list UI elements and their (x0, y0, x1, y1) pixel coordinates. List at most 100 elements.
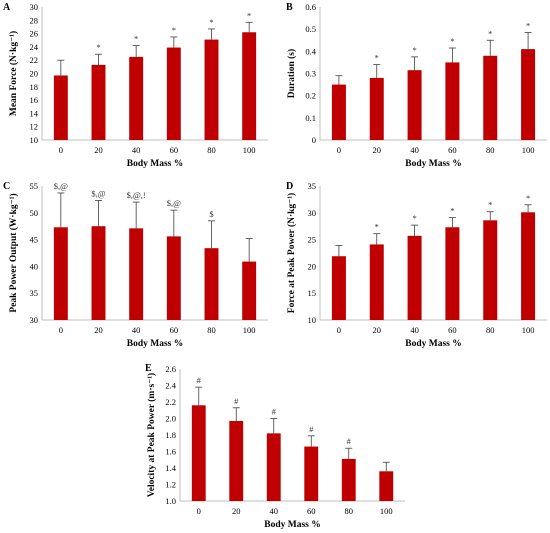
y-tick-label: 1.6 (165, 447, 176, 457)
y-tick-label: 28 (30, 15, 39, 25)
y-tick-label: 2.6 (165, 364, 176, 374)
y-axis-title: Force at Peak Power (N·kg⁻¹) (286, 193, 297, 313)
y-tick-label: 0.2 (305, 91, 316, 101)
significance-marker: * (375, 222, 379, 232)
bar (445, 227, 460, 320)
panel-letter: C (3, 181, 10, 192)
y-tick-label: 1.8 (165, 430, 176, 440)
bar (341, 458, 356, 501)
x-tick-label: 80 (486, 325, 495, 335)
bar (91, 64, 106, 140)
significance-marker: $,@ (91, 188, 105, 198)
x-tick-label: 20 (373, 145, 382, 155)
y-tick-label: 18 (30, 82, 39, 92)
y-tick-label: 45 (30, 235, 39, 245)
panel-b: B 0 0.1 0.2 0.3 0.4 0.5 0.6 0 * 20 * 40 * 60 * 80 * 100 Bod… (286, 2, 547, 169)
bar (483, 220, 498, 320)
significance-marker: * (526, 193, 530, 203)
y-tick-label: 35 (30, 288, 39, 298)
y-axis-title: Duration (s) (286, 49, 297, 98)
significance-marker: * (96, 42, 100, 52)
bar (129, 228, 144, 320)
panel-c: C 30 35 40 45 50 55 $,@ 0 $,@ 20 $,@,! 40 $,@ 60 $80 100… (3, 181, 268, 349)
y-tick-label: 1.0 (165, 496, 176, 506)
significance-marker: * (526, 20, 530, 30)
x-tick-label: 100 (522, 145, 535, 155)
x-tick-label: 20 (373, 325, 382, 335)
bar (204, 248, 219, 320)
x-axis-title: Body Mass % (127, 339, 183, 349)
x-tick-label: 100 (380, 506, 393, 516)
bar (266, 433, 281, 501)
y-tick-label: 30 (30, 315, 39, 325)
x-tick-label: 80 (207, 325, 216, 335)
y-tick-label: 30 (308, 208, 317, 218)
significance-marker: * (172, 25, 176, 35)
x-tick-label: 20 (232, 506, 241, 516)
bar (129, 56, 144, 140)
y-tick-label: 35 (308, 181, 317, 191)
significance-marker: $,@,! (127, 190, 146, 200)
significance-marker: * (209, 17, 213, 27)
panel-e: E 1.0 1.2 1.4 1.6 1.8 2.0 2.2 2.4 2.6 #0 #20 #40 #60 #… (145, 363, 405, 530)
x-tick-label: 40 (410, 145, 419, 155)
y-tick-label: 0 (312, 135, 316, 145)
bar (304, 446, 319, 501)
y-tick-label: 1.4 (165, 463, 176, 473)
y-tick-label: 25 (308, 235, 317, 245)
x-tick-label: 60 (170, 325, 179, 335)
significance-marker: * (375, 53, 379, 63)
y-tick-label: 10 (30, 135, 39, 145)
bar (242, 32, 257, 140)
significance-marker: * (488, 28, 492, 38)
y-tick-label: 0.5 (305, 24, 316, 34)
bar (331, 84, 346, 140)
significance-marker: # (347, 436, 352, 446)
bar (242, 261, 257, 320)
bar (166, 236, 181, 320)
x-tick-label: 40 (410, 325, 419, 335)
y-tick-label: 2.0 (165, 414, 176, 424)
y-tick-label: 2.4 (165, 381, 176, 391)
panel-d: D 10 15 20 25 30 35 0 * 20 * 40 * 60 * 80 * 100 Body Mass … (286, 181, 547, 349)
y-tick-label: 1.2 (165, 480, 176, 490)
y-tick-label: 2.2 (165, 397, 176, 407)
bar (483, 55, 498, 141)
y-tick-label: 50 (30, 208, 39, 218)
panel-letter: E (145, 363, 152, 374)
x-tick-label: 60 (170, 145, 179, 155)
y-tick-label: 26 (30, 29, 39, 39)
bar (521, 212, 536, 320)
y-tick-label: 22 (30, 55, 39, 65)
bar (369, 244, 384, 320)
bar (521, 49, 536, 140)
panel-letter: B (286, 2, 293, 13)
significance-marker: * (488, 200, 492, 210)
y-axis-title: Velocity at Peak Power (m·s⁻¹) (146, 373, 157, 497)
bar (407, 235, 422, 320)
bar (445, 62, 460, 140)
x-axis-title: Body Mass % (127, 159, 183, 169)
significance-marker: $,@ (54, 181, 68, 191)
significance-marker: # (272, 407, 277, 417)
significance-marker: $ (209, 209, 213, 219)
significance-marker: * (412, 45, 416, 55)
y-tick-label: 24 (30, 42, 39, 52)
bar (166, 47, 181, 140)
x-tick-label: 40 (132, 325, 141, 335)
significance-marker: # (197, 375, 202, 385)
x-tick-label: 0 (59, 325, 63, 335)
x-tick-label: 40 (270, 506, 279, 516)
y-tick-label: 30 (30, 2, 39, 12)
y-tick-label: 55 (30, 181, 39, 191)
x-tick-label: 100 (243, 145, 256, 155)
y-tick-label: 10 (308, 315, 317, 325)
y-tick-label: 0.6 (305, 2, 316, 12)
x-tick-label: 0 (337, 325, 341, 335)
significance-marker: * (134, 34, 138, 44)
y-axis-title: Mean Force (N·kg⁻¹) (8, 31, 19, 116)
significance-marker: * (450, 36, 454, 46)
x-tick-label: 0 (337, 145, 341, 155)
x-tick-label: 100 (522, 325, 535, 335)
